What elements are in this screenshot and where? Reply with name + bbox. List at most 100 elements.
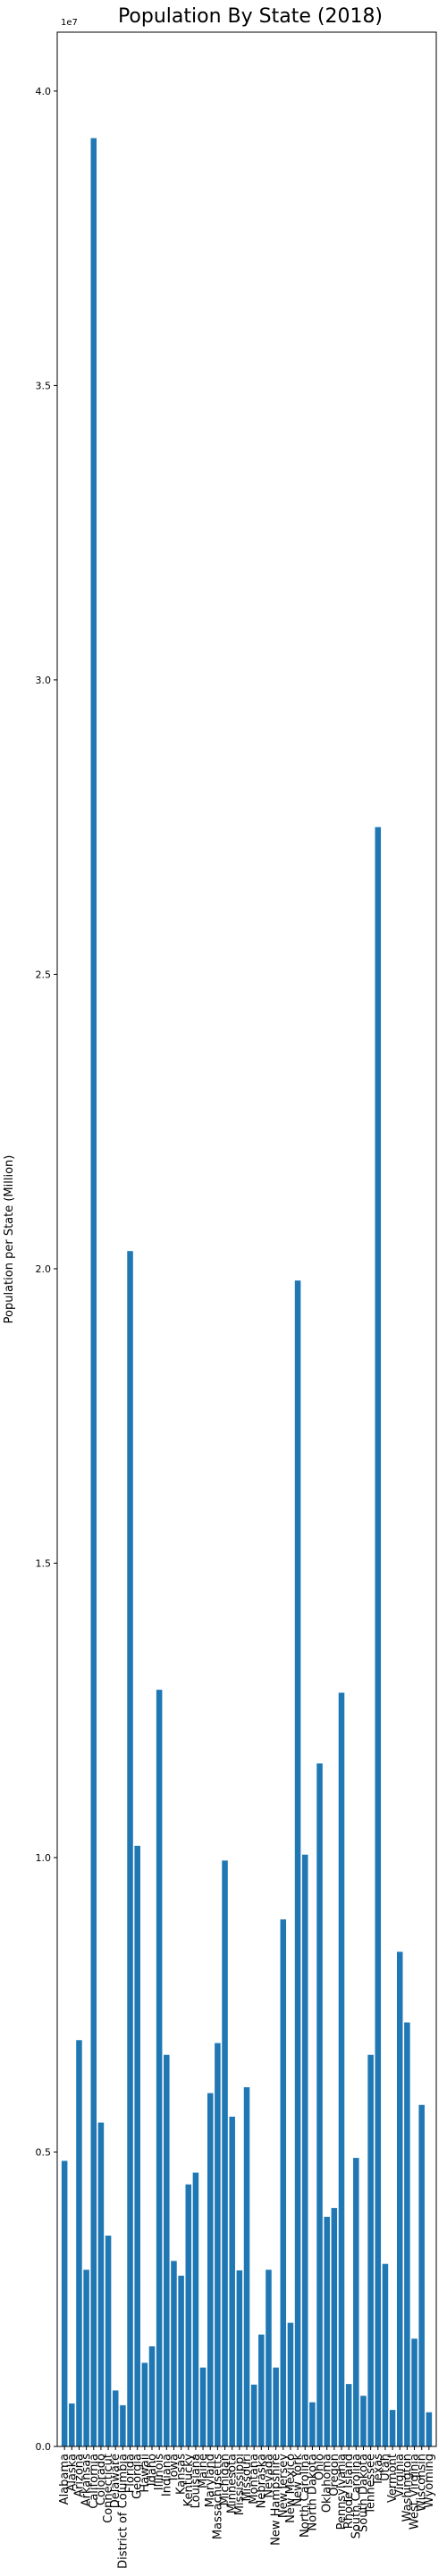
bar-florida: [127, 1251, 133, 2446]
bar-hawaii: [141, 2362, 148, 2446]
x-tick-label: Nebraska: [255, 2454, 268, 2508]
x-tick-label: Virginia: [393, 2454, 407, 2497]
bar-wisconsin: [418, 2104, 425, 2446]
x-tick-label: New Jersey: [277, 2454, 291, 2518]
x-tick-label: Maine: [197, 2454, 210, 2488]
x-tick-label: Colorado: [95, 2454, 108, 2505]
x-tick-label: Texas: [372, 2454, 385, 2487]
x-tick-label: Rhode Island: [342, 2454, 356, 2529]
bar-arizona: [76, 2040, 82, 2446]
bar-alabama: [61, 2161, 68, 2446]
bar-rhode-island: [345, 2384, 352, 2446]
x-tick-label: Wyoming: [423, 2454, 436, 2508]
bar-arkansas: [83, 2270, 89, 2446]
x-tick-label: Montana: [248, 2454, 261, 2505]
bar-new-mexico: [287, 2322, 294, 2446]
x-tick-label: Illinois: [153, 2454, 166, 2490]
bar-louisiana: [192, 2172, 199, 2446]
bar-colorado: [97, 2122, 105, 2446]
plot-frame: [56, 31, 437, 2447]
x-tick-label: North Dakota: [306, 2454, 319, 2531]
x-tick-label: District of Columbia: [116, 2454, 130, 2569]
bar-mississippi: [236, 2270, 243, 2446]
bar-district-of-columbia: [120, 2404, 126, 2446]
x-tick-label: Oklahoma: [321, 2454, 334, 2513]
bar-georgia: [134, 1845, 140, 2446]
y-axis-offset-label: 1e7: [61, 18, 78, 28]
bar-new-hampshire: [273, 2367, 279, 2446]
y-tick-label: 0.0: [36, 2441, 52, 2453]
x-tick-label: Kansas: [175, 2454, 189, 2495]
y-tick-label: 1.0: [36, 1852, 52, 1864]
x-tick-label: Massachusetts: [211, 2454, 224, 2539]
bar-delaware: [112, 2390, 119, 2446]
x-tick-label: New Mexico: [284, 2454, 298, 2523]
x-tick-label: Michigan: [219, 2454, 232, 2505]
x-tick-label: Indiana: [160, 2454, 173, 2496]
x-tick-label: Arizona: [72, 2454, 86, 2497]
bar-alaska: [69, 2403, 75, 2446]
x-tick-label: Arkansas: [80, 2454, 94, 2506]
bar-illinois: [156, 1690, 163, 2446]
bar-indiana: [164, 2054, 170, 2446]
x-tick-label: California: [88, 2454, 101, 2509]
bar-maryland: [207, 2093, 214, 2446]
y-tick-label: 2.5: [36, 969, 52, 980]
y-tick-label: 0.5: [36, 2146, 52, 2158]
bar-north-carolina: [301, 1854, 308, 2446]
bar-south-dakota: [360, 2396, 367, 2446]
x-tick-label: Georgia: [131, 2454, 145, 2499]
x-tick-label: Nevada: [262, 2454, 275, 2498]
x-tick-label: New York: [291, 2454, 305, 2507]
x-tick-label: Florida: [124, 2454, 138, 2493]
chart-title: Population By State (2018): [118, 5, 383, 28]
x-tick-label: Connecticut: [102, 2454, 115, 2523]
y-tick-label: 2.0: [36, 1263, 52, 1275]
x-ticks-group: AlabamaAlaskaArizonaArkansasCaliforniaCo…: [58, 2446, 436, 2569]
bar-new-york: [294, 1280, 301, 2446]
x-tick-label: Alabama: [58, 2454, 72, 2505]
x-tick-label: Minnesota: [226, 2454, 240, 2513]
x-tick-label: New Hampshire: [270, 2454, 283, 2546]
bar-texas: [375, 827, 382, 2447]
bar-minnesota: [229, 2116, 235, 2446]
x-tick-label: Hawaii: [139, 2454, 152, 2493]
y-tick-label: 3.5: [36, 380, 52, 391]
x-tick-label: Iowa: [167, 2454, 181, 2480]
bar-west-virginia: [411, 2338, 417, 2446]
y-tick-label: 3.0: [36, 675, 52, 686]
bar-pennsylvania: [338, 1692, 345, 2446]
x-tick-label: Oregon: [328, 2454, 342, 2496]
x-tick-label: South Carolina: [350, 2454, 363, 2538]
bar-michigan: [222, 1860, 228, 2446]
y-tick-label: 1.5: [36, 1557, 52, 1569]
x-tick-label: West Virginia: [409, 2454, 422, 2530]
bar-north-dakota: [309, 2402, 316, 2446]
bar-oklahoma: [324, 2216, 330, 2446]
x-tick-label: Washington: [401, 2454, 414, 2521]
bar-tennessee: [367, 2054, 374, 2446]
bar-maine: [199, 2367, 207, 2446]
bar-massachusetts: [215, 2043, 221, 2446]
bar-utah: [382, 2263, 389, 2446]
bar-virginia: [396, 1951, 403, 2446]
y-tick-label: 4.0: [36, 86, 52, 97]
x-tick-label: Kentucky: [182, 2454, 196, 2507]
x-tick-label: Ohio: [314, 2454, 327, 2480]
x-tick-label: Maryland: [204, 2454, 217, 2507]
x-tick-label: South Dakota: [357, 2454, 370, 2532]
bar-montana: [250, 2384, 257, 2446]
x-tick-label: Pennsylvania: [335, 2454, 349, 2530]
x-tick-label: Utah: [379, 2454, 392, 2481]
bar-new-jersey: [280, 1919, 287, 2446]
bar-oregon: [331, 2208, 338, 2446]
x-tick-label: Tennessee: [365, 2454, 378, 2515]
x-tick-label: Mississippi: [233, 2454, 247, 2515]
bar-california: [90, 138, 97, 2446]
bar-vermont: [389, 2410, 396, 2446]
bar-ohio: [316, 1763, 323, 2446]
x-tick-label: Idaho: [146, 2454, 159, 2486]
bar-missouri: [243, 2086, 250, 2446]
x-tick-label: Delaware: [109, 2454, 122, 2508]
